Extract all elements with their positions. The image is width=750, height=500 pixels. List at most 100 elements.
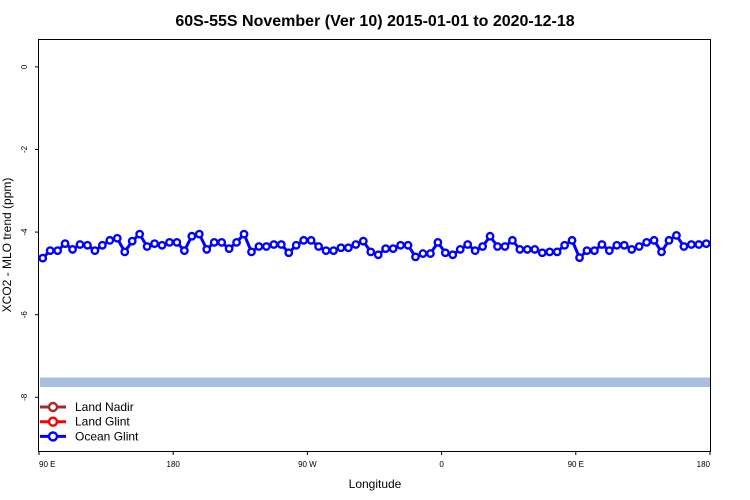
x-tick-label-3: 0 <box>439 460 444 469</box>
data-point <box>83 240 92 250</box>
data-point <box>478 242 488 251</box>
data-point <box>463 240 473 249</box>
legend-item-0: Land Nadir <box>40 400 134 414</box>
legend-label: Land Nadir <box>75 400 134 414</box>
data-point <box>590 246 599 256</box>
data-point <box>657 247 666 257</box>
data-point <box>194 229 204 239</box>
data-point <box>120 247 130 257</box>
data-point <box>411 252 420 262</box>
data-point <box>187 231 197 241</box>
legend-item-2: Ocean Glint <box>40 429 139 443</box>
data-point <box>612 240 622 250</box>
legend-label: Land Glint <box>75 415 130 429</box>
data-point <box>575 253 584 263</box>
data-point <box>634 242 644 251</box>
data-point <box>105 235 115 245</box>
data-point <box>127 236 137 246</box>
data-point <box>701 239 711 249</box>
data-point <box>418 249 428 258</box>
y-axis-label: XCO2 - MLO trend (ppm) <box>0 178 14 313</box>
data-point <box>202 245 212 254</box>
data-point <box>209 238 219 247</box>
data-point <box>686 240 696 249</box>
data-point <box>679 242 689 251</box>
data-point <box>597 240 607 249</box>
y-axis: 0 -2 -4 -6 -8 <box>20 64 39 401</box>
data-point <box>336 243 346 253</box>
y-tick-label-0: 0 <box>20 64 29 69</box>
data-point <box>172 238 182 247</box>
data-point <box>470 246 480 256</box>
data-point <box>142 242 152 251</box>
data-point <box>68 245 77 254</box>
data-point <box>45 246 55 256</box>
data-point <box>440 248 450 258</box>
data-point <box>276 240 286 249</box>
data-point <box>321 246 331 256</box>
data-point <box>284 248 294 258</box>
data-point <box>373 250 383 260</box>
data-point <box>97 240 107 250</box>
data-point <box>545 247 555 257</box>
data-point <box>604 246 614 256</box>
x-tick-label-4: 90 E <box>568 460 584 469</box>
chart-title: 60S-55S November (Ver 10) 2015-01-01 to … <box>175 13 574 30</box>
data-point <box>38 253 48 263</box>
background-band <box>40 377 710 387</box>
data-point <box>649 235 659 245</box>
data-point <box>165 238 174 247</box>
x-tick-label-2: 90 W <box>298 460 317 469</box>
data-point <box>642 238 652 247</box>
legend-label: Ocean Glint <box>75 429 139 443</box>
y-tick-label-1: -2 <box>20 145 29 153</box>
data-point <box>60 239 70 249</box>
data-point <box>433 238 443 247</box>
plot-area-frame <box>38 39 711 452</box>
data-point <box>664 235 674 245</box>
y-tick-label-2: -4 <box>20 228 29 236</box>
x-tick-label-1: 180 <box>167 460 181 469</box>
data-point <box>224 244 234 253</box>
data-point <box>403 240 413 250</box>
data-point <box>299 235 309 245</box>
data-point <box>567 235 577 245</box>
data-point <box>537 248 547 258</box>
x-tick-label-0: 90 E <box>39 460 55 469</box>
data-point <box>582 246 592 256</box>
data-point <box>500 242 510 251</box>
data-point <box>522 245 532 254</box>
data-point <box>493 242 502 251</box>
data-point <box>53 246 63 256</box>
data-point <box>552 247 562 257</box>
data-point <box>254 242 264 251</box>
data-point <box>239 229 249 239</box>
data-point <box>694 240 704 249</box>
x-tick-label-5: 180 <box>697 460 711 469</box>
data-point <box>269 240 279 249</box>
data-point <box>179 246 189 256</box>
data-point <box>247 247 256 257</box>
data-point <box>217 238 227 247</box>
data-point <box>157 240 167 250</box>
data-point <box>90 246 100 256</box>
data-point <box>358 236 368 246</box>
data-point <box>396 240 405 250</box>
data-point <box>75 240 85 249</box>
data-point <box>627 245 637 254</box>
data-point <box>672 230 681 240</box>
y-tick-label-3: -6 <box>20 311 29 319</box>
data-point <box>388 244 398 253</box>
data-point <box>619 240 629 250</box>
data-point <box>291 240 301 250</box>
data-point <box>112 233 122 243</box>
y-tick-label-4: -8 <box>20 393 29 401</box>
data-point <box>351 240 361 249</box>
data-point <box>232 238 241 247</box>
x-axis: 90 E 180 90 W 0 90 E 180 <box>38 451 711 469</box>
data-point <box>135 229 145 239</box>
data-point <box>448 250 458 260</box>
data-point <box>381 244 391 253</box>
data-point <box>329 246 338 256</box>
